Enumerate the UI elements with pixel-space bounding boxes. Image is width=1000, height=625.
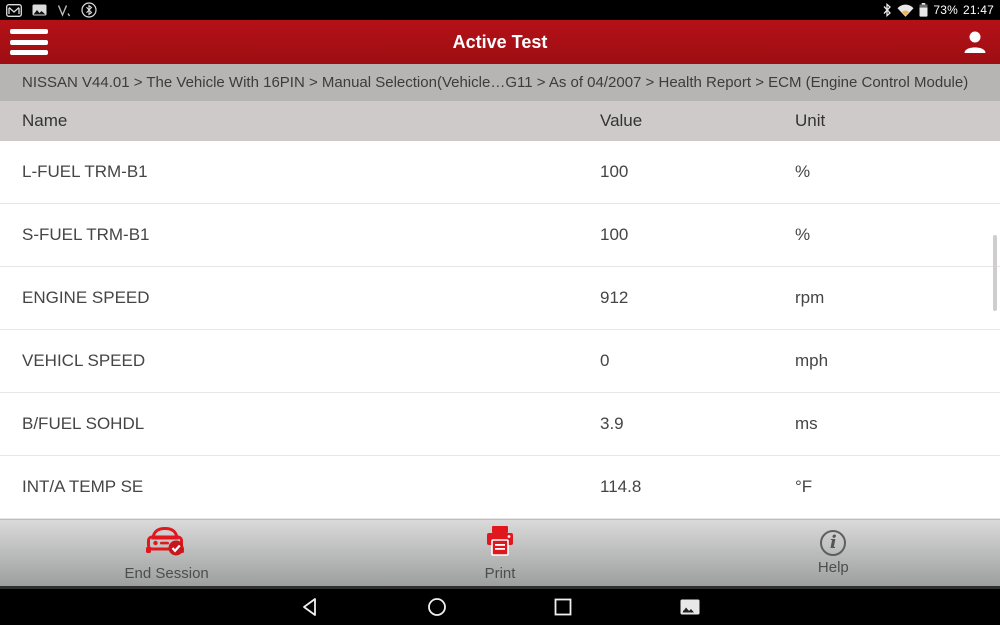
data-stream-table: L-FUEL TRM-B1 100 % S-FUEL TRM-B1 100 % … bbox=[0, 141, 1000, 519]
table-row[interactable]: B/FUEL SOHDL 3.9 ms bbox=[0, 393, 1000, 456]
param-unit: °F bbox=[795, 477, 813, 496]
print-button[interactable]: Print bbox=[333, 520, 666, 586]
column-header-value: Value bbox=[600, 111, 643, 130]
app-header: Active Test bbox=[0, 20, 1000, 64]
param-value: 3.9 bbox=[600, 414, 624, 433]
table-row[interactable]: INT/A TEMP SE 114.8 °F bbox=[0, 456, 1000, 519]
param-value: 100 bbox=[600, 225, 629, 244]
battery-icon bbox=[919, 3, 928, 17]
param-name: L-FUEL TRM-B1 bbox=[22, 162, 148, 181]
param-name: ENGINE SPEED bbox=[22, 288, 150, 307]
param-unit: ms bbox=[795, 414, 818, 433]
end-session-label: End Session bbox=[124, 564, 209, 582]
param-value: 114.8 bbox=[600, 477, 642, 496]
nav-back-icon[interactable] bbox=[290, 591, 330, 623]
bluetooth-icon bbox=[882, 3, 892, 17]
param-value: 912 bbox=[600, 288, 629, 307]
table-row[interactable]: ENGINE SPEED 912 rpm bbox=[0, 267, 1000, 330]
column-header-unit: Unit bbox=[795, 111, 826, 130]
end-session-car-icon bbox=[145, 525, 189, 562]
android-navbar bbox=[0, 586, 1000, 625]
user-profile-icon[interactable] bbox=[958, 26, 992, 58]
status-bar-system-icons: 73% 21:47 bbox=[882, 3, 994, 17]
help-info-icon: i bbox=[820, 530, 847, 556]
param-name: S-FUEL TRM-B1 bbox=[22, 225, 150, 244]
param-unit: % bbox=[795, 225, 811, 244]
param-value: 100 bbox=[600, 162, 629, 181]
wifi-icon bbox=[897, 4, 914, 17]
status-bar-notification-icons bbox=[6, 2, 97, 18]
nav-recents-icon[interactable] bbox=[543, 591, 583, 623]
param-unit: % bbox=[795, 162, 811, 181]
param-unit: mph bbox=[795, 351, 829, 370]
nav-screenshot-icon[interactable] bbox=[670, 591, 710, 623]
printer-icon bbox=[484, 525, 516, 562]
breadcrumb: NISSAN V44.01 > The Vehicle With 16PIN >… bbox=[0, 64, 1000, 101]
nav-home-icon[interactable] bbox=[417, 591, 457, 623]
scrollbar[interactable] bbox=[993, 235, 997, 311]
column-header-name: Name bbox=[22, 111, 68, 130]
status-clock: 21:47 bbox=[962, 3, 994, 17]
help-label: Help bbox=[817, 559, 849, 576]
status-bar: 73% 21:47 bbox=[0, 0, 1000, 20]
battery-percent: 73% bbox=[933, 3, 958, 17]
param-value: 0 bbox=[600, 351, 610, 370]
table-row[interactable]: L-FUEL TRM-B1 100 % bbox=[0, 141, 1000, 204]
end-session-button[interactable]: End Session bbox=[0, 520, 333, 586]
param-name: B/FUEL SOHDL bbox=[22, 414, 145, 433]
bluetooth-circle-icon bbox=[81, 2, 97, 18]
print-label: Print bbox=[484, 564, 516, 582]
table-header-row: Name Value Unit bbox=[0, 101, 1000, 141]
table-row[interactable]: S-FUEL TRM-B1 100 % bbox=[0, 204, 1000, 267]
param-unit: rpm bbox=[795, 288, 825, 307]
bottom-toolbar: End Session Print i Help bbox=[0, 519, 1000, 586]
vci-icon bbox=[57, 4, 71, 17]
hamburger-menu-icon[interactable] bbox=[10, 27, 48, 57]
table-row[interactable]: VEHICL SPEED 0 mph bbox=[0, 330, 1000, 393]
page-title: Active Test bbox=[452, 31, 548, 52]
gmail-icon bbox=[6, 3, 22, 17]
param-name: INT/A TEMP SE bbox=[22, 477, 144, 496]
param-name: VEHICL SPEED bbox=[22, 351, 146, 370]
help-button[interactable]: i Help bbox=[667, 520, 1000, 586]
gallery-icon bbox=[32, 4, 47, 16]
